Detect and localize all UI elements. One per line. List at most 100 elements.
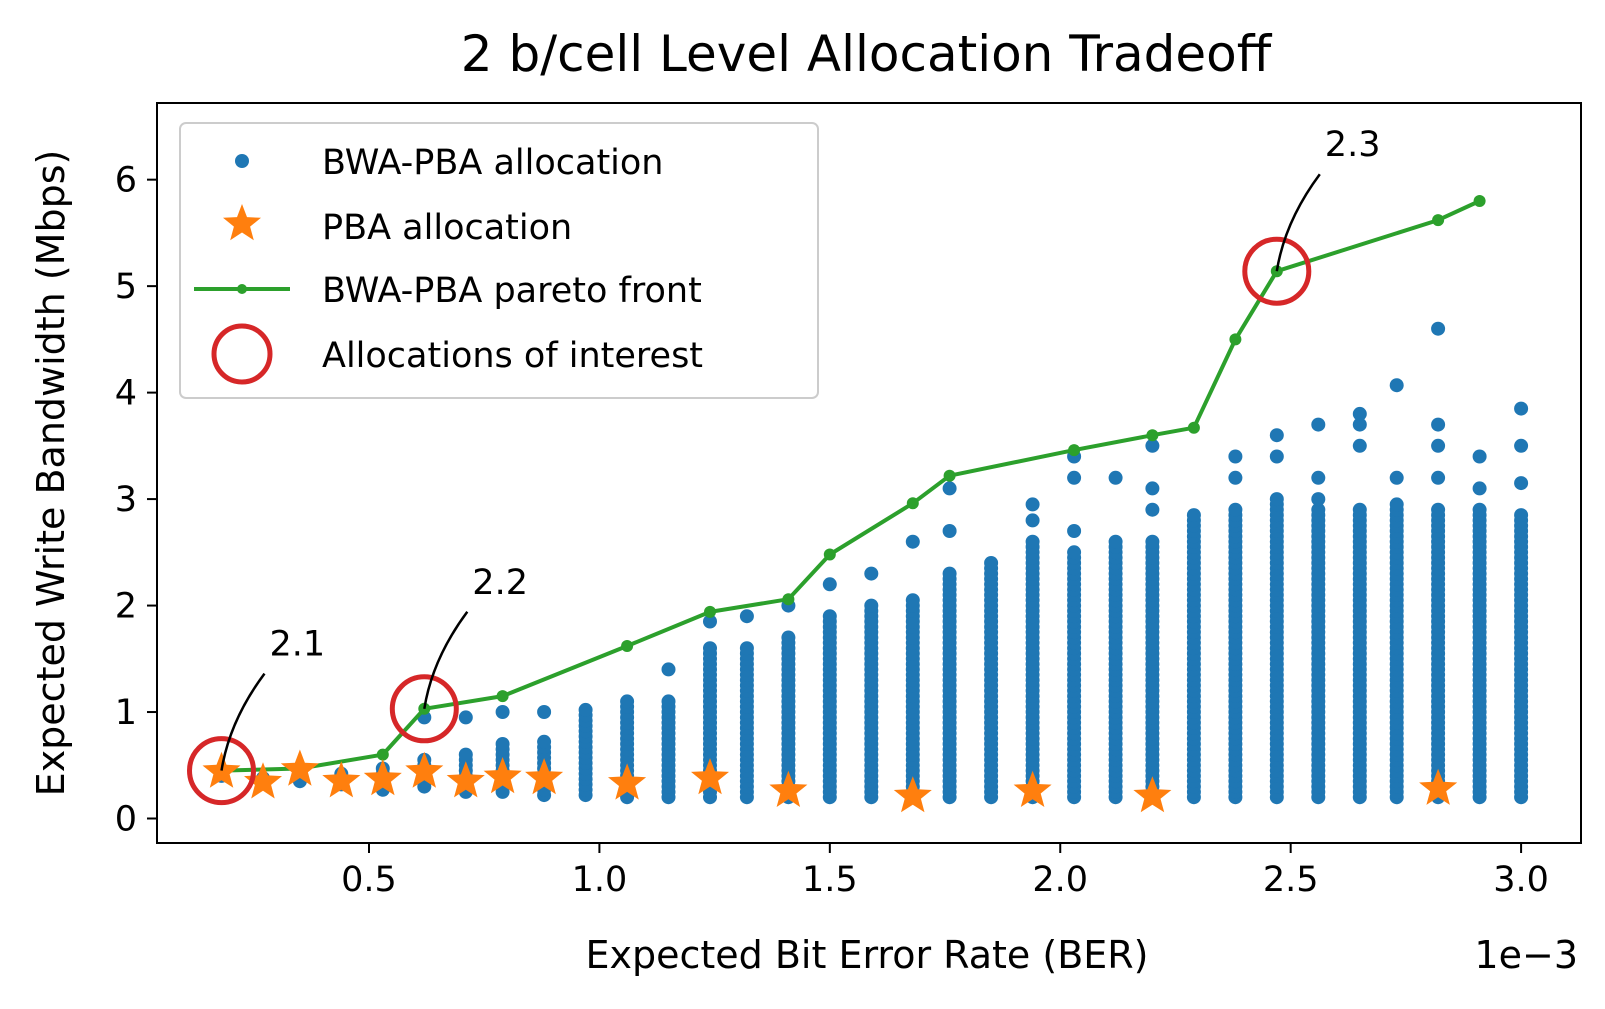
legend-marker-interest	[211, 323, 273, 385]
bwa-pba-point	[1145, 438, 1160, 453]
bwa-pba-point	[458, 710, 473, 725]
bwa-pba-point	[1472, 449, 1487, 464]
bwa-pba-point	[1431, 470, 1446, 485]
interest-circle	[187, 736, 256, 806]
bwa-pba-point	[1431, 321, 1446, 336]
annotation-arrow	[423, 611, 469, 709]
bwa-pba-point	[1352, 406, 1367, 421]
bwa-pba-point	[578, 702, 593, 717]
bwa-pba-point	[703, 641, 717, 656]
legend-label-pba: PBA allocation	[322, 208, 572, 248]
chart-title: 2 b/cell Level Allocation Tradeoff	[461, 25, 1273, 83]
bwa-pba-point	[905, 593, 920, 608]
legend-label-interest: Allocations of interest	[322, 336, 703, 376]
legend-label-pareto: BWA-PBA pareto front	[322, 271, 702, 311]
interest-circle	[389, 674, 459, 744]
pareto-front-point	[943, 469, 956, 482]
bwa-pba-point	[1145, 534, 1160, 549]
bwa-pba-point	[620, 694, 635, 709]
bwa-pba-point	[1431, 417, 1446, 432]
y-tick-label: 2	[115, 587, 137, 627]
pba-star-point	[483, 757, 522, 794]
pba-star-point	[322, 761, 361, 798]
bwa-pba-point	[1514, 508, 1529, 523]
bwa-pba-point	[537, 734, 552, 749]
bwa-pba-point	[1514, 401, 1529, 416]
y-tick-label: 4	[115, 374, 137, 414]
bwa-pba-point	[942, 481, 957, 496]
pba-star-point	[1133, 776, 1172, 813]
pba-star-point	[446, 761, 485, 798]
axes-frame	[156, 102, 1582, 844]
bwa-pba-point	[1311, 492, 1326, 507]
bwa-pba-point	[942, 524, 957, 538]
bwa-pba-point	[1269, 449, 1284, 464]
series-allocations-of-interest: 2.1 2.2 2.3	[187, 125, 1380, 806]
pareto-front-point	[1229, 333, 1242, 346]
bwa-pba-point	[822, 577, 837, 592]
bwa-pba-point	[1311, 470, 1326, 485]
legend-marker-pba	[223, 204, 261, 241]
pareto-front-point	[496, 690, 509, 703]
bwa-pba-point	[739, 641, 754, 656]
pareto-front-point	[1146, 429, 1159, 442]
bwa-pba-point	[495, 705, 510, 719]
legend-marker-bwa-pba	[235, 154, 249, 168]
bwa-pba-point	[984, 556, 999, 570]
bwa-pba-point	[1352, 502, 1367, 517]
y-tick-label: 0	[115, 800, 137, 840]
pareto-front-point	[1473, 195, 1486, 207]
x-axis-ticks: 0.5 1.0 1.5 2.0 2.5 3.0	[341, 843, 1549, 900]
pba-star-point	[244, 762, 282, 799]
pba-star-point	[405, 751, 444, 788]
bwa-pba-point	[1108, 470, 1123, 485]
bwa-pba-point	[1186, 508, 1201, 523]
bwa-pba-point	[661, 662, 676, 677]
bwa-pba-point	[537, 705, 552, 719]
bwa-pba-point	[1389, 470, 1404, 485]
bwa-pba-point	[864, 566, 879, 581]
series-bwa-pba-allocation	[214, 321, 1529, 805]
legend-marker-pareto-dot	[237, 284, 247, 294]
pareto-front-point	[1187, 421, 1200, 434]
x-tick-label: 3.0	[1493, 860, 1549, 900]
pareto-front-point	[704, 605, 716, 618]
bwa-pba-point	[942, 566, 957, 581]
annotation-label: 2.2	[472, 563, 528, 603]
x-axis-label: Expected Bit Error Rate (BER)	[585, 933, 1148, 977]
pareto-front-point	[1068, 444, 1081, 457]
plot-area: 2.1 2.2 2.3	[187, 125, 1529, 813]
bwa-pba-point	[1145, 502, 1160, 517]
legend: BWA-PBA allocation PBA allocation BWA-PB…	[179, 122, 819, 399]
pba-star-point	[769, 770, 808, 807]
legend-box	[179, 122, 819, 399]
pba-star-point	[280, 749, 319, 786]
bwa-pba-point	[495, 737, 510, 751]
x-tick-label: 0.5	[341, 860, 397, 900]
bwa-pba-point	[781, 630, 796, 645]
bwa-pba-point	[1228, 449, 1243, 464]
pba-star-point	[363, 759, 402, 796]
bwa-pba-point	[1108, 534, 1123, 549]
y-axis-ticks: 0 1 2 3 4 5 6	[115, 161, 157, 840]
legend-label-bwa-pba: BWA-PBA allocation	[322, 143, 664, 183]
bwa-pba-point	[1472, 481, 1487, 496]
bwa-pba-point	[905, 534, 920, 549]
pba-star-point	[893, 776, 932, 813]
annotation-label: 2.1	[270, 625, 326, 665]
pareto-front-point	[1432, 214, 1445, 227]
interest-circle	[1242, 236, 1312, 306]
pareto-front-line	[221, 199, 1481, 773]
bwa-pba-point	[1269, 492, 1284, 507]
bwa-pba-point	[1389, 378, 1404, 393]
pareto-front-point	[823, 548, 836, 561]
y-tick-label: 3	[115, 480, 137, 520]
pareto-front-point	[906, 497, 919, 510]
y-tick-label: 6	[115, 161, 137, 201]
y-axis-label: Expected Write Bandwidth (Mbps)	[29, 150, 73, 797]
bwa-pba-point	[1352, 438, 1367, 453]
bwa-pba-point	[1431, 502, 1446, 517]
pba-star-point	[1013, 770, 1052, 807]
x-tick-label: 1.5	[802, 860, 858, 900]
